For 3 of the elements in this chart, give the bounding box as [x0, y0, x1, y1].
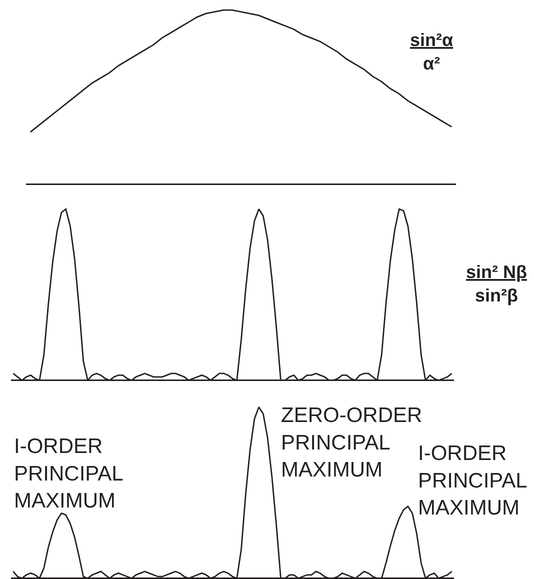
text: sin² Nβ sin²β [466, 262, 527, 306]
series-label: sin²α α² [410, 30, 454, 74]
annotation: I-ORDER PRINCIPAL MAXIMUM [14, 435, 124, 513]
